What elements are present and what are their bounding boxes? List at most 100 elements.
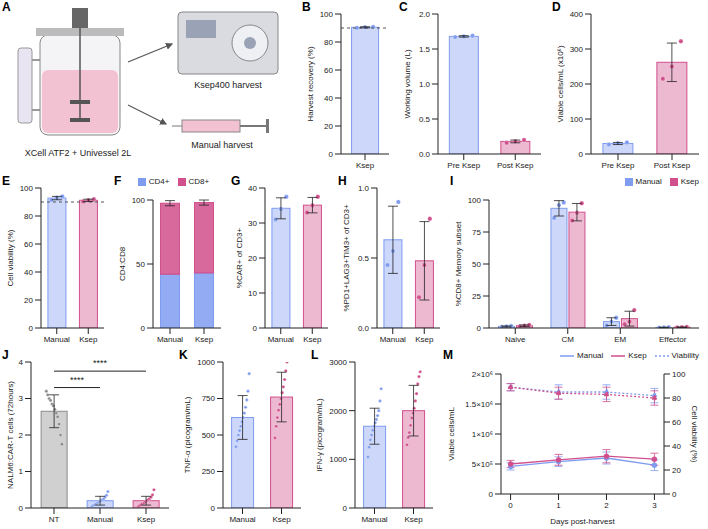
svg-text:Cell viability (%): Cell viability (%) (690, 406, 699, 463)
svg-text:Ksep: Ksep (195, 335, 214, 344)
svg-text:CM: CM (562, 335, 575, 344)
svg-text:Pre Ksep: Pre Ksep (447, 161, 480, 170)
svg-text:EM: EM (614, 335, 626, 344)
svg-text:0: 0 (672, 490, 677, 499)
svg-text:1: 1 (19, 467, 24, 476)
svg-text:1.0: 1.0 (358, 184, 370, 193)
svg-text:Ksep: Ksep (404, 515, 423, 524)
svg-text:60: 60 (24, 240, 33, 249)
svg-text:3: 3 (19, 394, 24, 403)
svg-text:CD4:CD8: CD4:CD8 (118, 246, 127, 281)
svg-text:NT: NT (49, 515, 60, 524)
svg-text:%PD1+LAG3+TIM3+ of CD3+: %PD1+LAG3+TIM3+ of CD3+ (342, 204, 351, 311)
svg-text:300: 300 (570, 45, 584, 54)
svg-text:Viable cells/mL (x10⁶): Viable cells/mL (x10⁶) (556, 45, 565, 122)
svg-text:0: 0 (579, 150, 584, 159)
svg-text:0: 0 (141, 324, 146, 333)
svg-text:TNF-α (picogram/mL): TNF-α (picogram/mL) (183, 396, 192, 473)
svg-text:Ksep: Ksep (272, 515, 291, 524)
svg-text:Manual: Manual (268, 335, 294, 344)
svg-text:0.5: 0.5 (419, 115, 431, 124)
svg-text:1000: 1000 (197, 358, 215, 367)
svg-text:2.0: 2.0 (419, 10, 431, 19)
svg-text:1.0: 1.0 (419, 80, 431, 89)
svg-text:****: **** (70, 375, 85, 385)
svg-text:Manual harvest: Manual harvest (191, 140, 253, 150)
svg-text:80: 80 (672, 394, 681, 403)
svg-text:Harvest recovery (%): Harvest recovery (%) (306, 46, 315, 121)
svg-text:60: 60 (672, 418, 681, 427)
svg-text:Effector: Effector (659, 335, 687, 344)
svg-text:Viable cells/mL: Viable cells/mL (447, 407, 456, 461)
svg-text:100: 100 (132, 196, 146, 205)
svg-text:2: 2 (19, 431, 24, 440)
svg-text:100: 100 (20, 184, 34, 193)
svg-text:1.5×10⁶: 1.5×10⁶ (465, 400, 493, 409)
svg-text:Ksep: Ksep (79, 335, 98, 344)
svg-text:40: 40 (24, 268, 33, 277)
svg-text:100: 100 (672, 370, 686, 379)
svg-text:2×10⁶: 2×10⁶ (472, 370, 493, 379)
svg-text:Days post-harvest: Days post-harvest (550, 517, 615, 526)
svg-text:Manual: Manual (380, 335, 406, 344)
svg-text:80: 80 (24, 212, 33, 221)
svg-text:0.5: 0.5 (358, 254, 370, 263)
svg-text:500: 500 (202, 431, 216, 440)
svg-text:XCell ATF2 + Univessel 2L: XCell ATF2 + Univessel 2L (25, 148, 132, 158)
svg-text:Ksep: Ksep (137, 515, 156, 524)
svg-text:20: 20 (24, 296, 33, 305)
svg-text:100: 100 (570, 115, 584, 124)
svg-text:3000: 3000 (329, 358, 347, 367)
svg-text:25: 25 (472, 292, 481, 301)
svg-text:Post Ksep: Post Ksep (497, 161, 534, 170)
svg-text:1×10⁶: 1×10⁶ (472, 430, 493, 439)
svg-text:40: 40 (672, 442, 681, 451)
svg-text:0: 0 (343, 504, 348, 513)
svg-text:400: 400 (570, 10, 584, 19)
svg-text:0: 0 (253, 324, 258, 333)
svg-text:0: 0 (29, 324, 34, 333)
svg-text:250: 250 (202, 467, 216, 476)
svg-text:Post Ksep: Post Ksep (654, 161, 691, 170)
svg-text:20: 20 (672, 466, 681, 475)
svg-text:Pre Ksep: Pre Ksep (602, 161, 635, 170)
svg-text:Naive: Naive (505, 335, 526, 344)
svg-text:0: 0 (329, 150, 334, 159)
svg-text:Manual: Manual (157, 335, 183, 344)
svg-text:200: 200 (570, 80, 584, 89)
svg-text:0: 0 (477, 324, 482, 333)
svg-text:5×10⁵: 5×10⁵ (472, 460, 493, 469)
svg-text:IFN-γ (picogram/mL): IFN-γ (picogram/mL) (315, 398, 324, 472)
svg-text:Manual: Manual (361, 515, 387, 524)
svg-text:0.0: 0.0 (419, 150, 431, 159)
svg-text:2000: 2000 (329, 407, 347, 416)
svg-text:0.0: 0.0 (358, 324, 370, 333)
svg-text:Ksep: Ksep (303, 335, 322, 344)
svg-text:75: 75 (472, 228, 481, 237)
svg-text:%CD8+ Memory subset: %CD8+ Memory subset (454, 221, 463, 306)
svg-text:0: 0 (211, 504, 216, 513)
svg-text:30: 30 (248, 219, 257, 228)
svg-text:0: 0 (19, 504, 24, 513)
svg-text:NALM6:CAR-T cells (72hours): NALM6:CAR-T cells (72hours) (6, 381, 15, 489)
svg-text:50: 50 (136, 260, 145, 269)
svg-text:Manual: Manual (44, 335, 70, 344)
svg-text:50: 50 (472, 260, 481, 269)
svg-text:4: 4 (19, 358, 24, 367)
svg-text:40: 40 (248, 184, 257, 193)
svg-text:40: 40 (324, 94, 333, 103)
svg-text:0: 0 (508, 501, 513, 510)
svg-text:%CAR+ of CD3+: %CAR+ of CD3+ (235, 227, 244, 288)
svg-text:100: 100 (468, 196, 482, 205)
svg-text:3: 3 (652, 501, 657, 510)
svg-text:Manual: Manual (229, 515, 255, 524)
svg-text:2: 2 (604, 501, 609, 510)
svg-text:80: 80 (324, 38, 333, 47)
svg-text:20: 20 (324, 122, 333, 131)
svg-text:Cell viability (%): Cell viability (%) (6, 229, 15, 286)
svg-text:Manual: Manual (87, 515, 113, 524)
svg-text:60: 60 (324, 66, 333, 75)
svg-text:Ksep400 harvest: Ksep400 harvest (194, 80, 262, 90)
svg-text:Ksep: Ksep (415, 335, 434, 344)
svg-text:1.5: 1.5 (419, 45, 431, 54)
